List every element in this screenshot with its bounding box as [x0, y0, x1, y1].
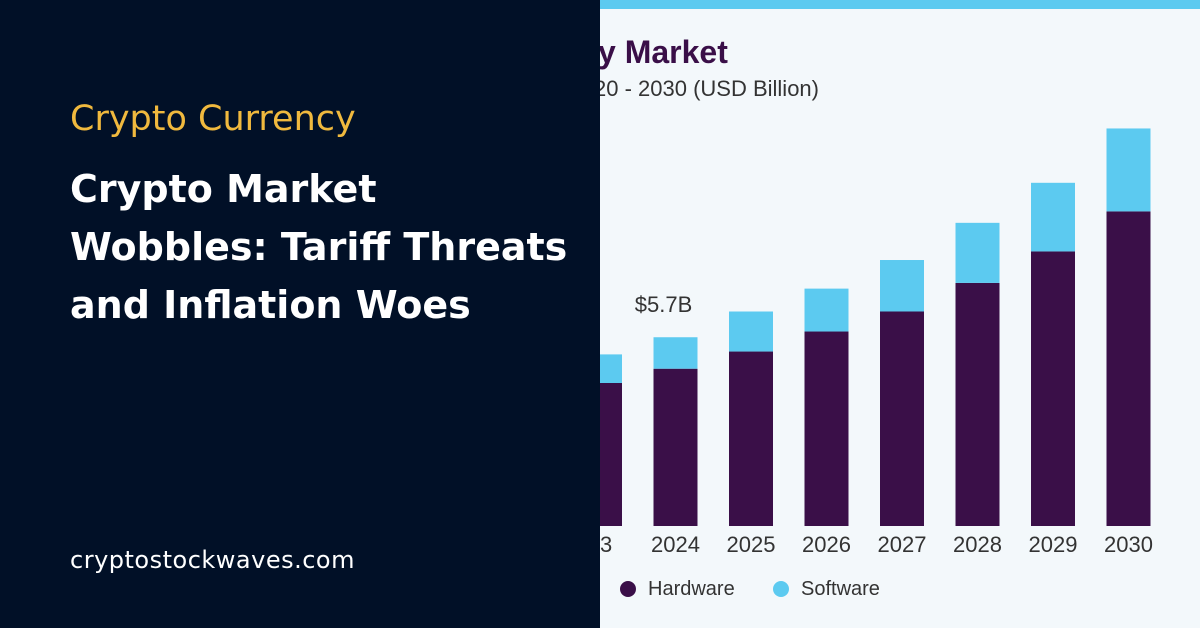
x-tick-label: 2027: [878, 532, 927, 557]
bar-hardware-2029: [1031, 251, 1075, 526]
bar-hardware-2030: [1106, 211, 1151, 526]
bar-hardware-2025: [729, 351, 773, 526]
bar-hardware-2024: [653, 368, 698, 526]
x-axis-labels: 23 2024 2025 2026 2027 2028 2029 2030: [600, 532, 1153, 557]
article-panel: Crypto Currency Crypto Market Wobbles: T…: [0, 0, 600, 628]
bar-hardware-2028: [955, 282, 1000, 526]
category-label: Crypto Currency: [70, 99, 356, 139]
article-headline: Crypto Market Wobbles: Tariff Threats an…: [70, 167, 568, 327]
x-tick-label: 2029: [1029, 532, 1078, 557]
bar-software-2029: [1031, 182, 1075, 252]
chart-legend: Hardware Software: [620, 578, 880, 600]
bar-hardware-23: [600, 383, 622, 526]
bar-software-23: [600, 354, 622, 383]
bar-software-2026: [804, 288, 849, 332]
bar-software-2025: [729, 311, 773, 352]
x-tick-label: 2026: [802, 532, 851, 557]
chart-title: y Market: [600, 34, 728, 70]
x-tick-label: 2025: [727, 532, 776, 557]
bar-hardware-2027: [880, 311, 924, 526]
chart-image-panel: y Market 20 - 2030 (USD Billion) 2320242…: [600, 0, 1200, 628]
top-accent-stripe: [600, 0, 1200, 9]
bars-group: [600, 128, 1151, 526]
bar-software-2030: [1106, 128, 1151, 212]
legend-label: Hardware: [648, 578, 735, 600]
x-tick-label: 23: [600, 532, 612, 557]
bar-hardware-2026: [804, 331, 849, 526]
legend-label: Software: [801, 578, 880, 600]
bar-software-2024: [653, 337, 698, 369]
bar-software-2027: [880, 260, 924, 312]
bar-software-2028: [955, 222, 1000, 283]
data-label: $5.7B: [635, 292, 693, 317]
legend-swatch-hardware: [620, 581, 636, 597]
x-tick-label: 2030: [1104, 532, 1153, 557]
x-tick-label: 2024: [651, 532, 700, 557]
market-bar-chart: y Market 20 - 2030 (USD Billion) 2320242…: [600, 34, 1153, 600]
x-tick-label: 2028: [953, 532, 1002, 557]
annotations-group: $5.7B: [635, 292, 693, 317]
legend-swatch-software: [773, 581, 789, 597]
chart-subtitle: 20 - 2030 (USD Billion): [600, 76, 819, 101]
site-url: cryptostockwaves.com: [70, 546, 355, 574]
